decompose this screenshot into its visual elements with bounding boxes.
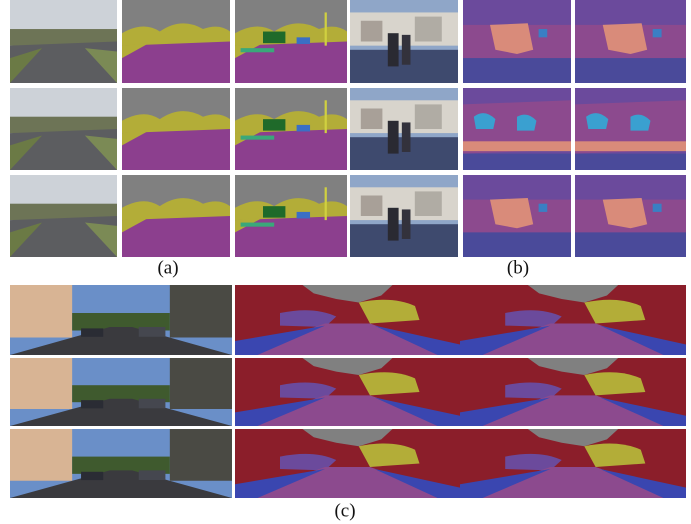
panel-c: (c) <box>10 285 686 521</box>
segmentation <box>122 88 230 170</box>
panel-a: (a) <box>10 0 347 278</box>
panel-label: (c) <box>334 500 355 521</box>
photo <box>10 358 232 426</box>
segmentation <box>235 175 347 257</box>
photo <box>10 88 117 170</box>
photo <box>10 285 232 355</box>
segmentation <box>460 429 686 498</box>
photo <box>350 88 458 170</box>
segmentation <box>575 88 686 170</box>
segmentation <box>122 175 230 257</box>
segmentation <box>235 358 460 426</box>
segmentation <box>235 88 347 170</box>
segmentation <box>463 88 571 170</box>
panel-b: (b) <box>350 0 686 278</box>
photo <box>10 429 232 498</box>
segmentation <box>235 0 347 83</box>
segmentation <box>460 285 686 355</box>
segmentation <box>235 429 460 498</box>
segmentation <box>460 358 686 426</box>
photo <box>350 175 458 257</box>
figure: (a) (b) (c) <box>0 0 691 524</box>
segmentation <box>463 0 571 83</box>
segmentation <box>122 0 230 83</box>
photo <box>10 0 117 83</box>
segmentation <box>575 0 686 83</box>
segmentation <box>235 285 460 355</box>
segmentation <box>463 175 571 257</box>
photo <box>10 175 117 257</box>
panel-label: (a) <box>157 257 178 278</box>
panel-label: (b) <box>507 257 529 278</box>
segmentation <box>575 175 686 257</box>
photo <box>350 0 458 83</box>
